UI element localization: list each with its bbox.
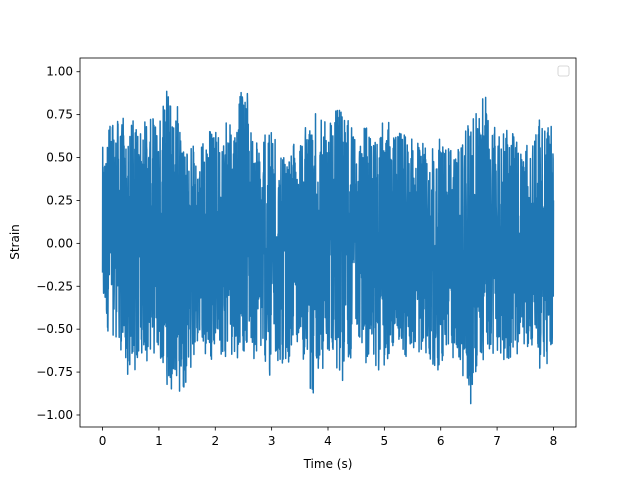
x-tick-label: 0 bbox=[99, 434, 107, 448]
series-layer bbox=[101, 90, 555, 405]
legend-box bbox=[557, 65, 570, 77]
y-tick-label: −0.75 bbox=[36, 365, 73, 379]
y-tick-label: 0.75 bbox=[46, 108, 73, 122]
x-tick-label: 6 bbox=[437, 434, 445, 448]
x-tick-label: 1 bbox=[155, 434, 163, 448]
y-axis-label: Strain bbox=[8, 224, 22, 260]
x-tick-label: 5 bbox=[381, 434, 389, 448]
y-tick-label: −0.25 bbox=[36, 279, 73, 293]
y-axis: −1.00 −0.75 −0.50 −0.25 0.00 0.25 0.50 0.75 1.00 bbox=[36, 65, 80, 422]
x-tick-label: 7 bbox=[493, 434, 501, 448]
x-tick-label: 8 bbox=[550, 434, 558, 448]
x-tick-label: 4 bbox=[324, 434, 332, 448]
y-tick-label: 0.25 bbox=[46, 193, 73, 207]
x-tick-label: 2 bbox=[211, 434, 219, 448]
series-line bbox=[101, 90, 555, 405]
y-tick-label: 0.00 bbox=[46, 236, 73, 250]
y-tick-label: 0.50 bbox=[46, 151, 73, 165]
x-axis: 0 1 2 3 4 5 6 7 8 bbox=[99, 427, 558, 448]
y-tick-label: 1.00 bbox=[46, 65, 73, 79]
x-tick-label: 3 bbox=[268, 434, 276, 448]
y-tick-label: −0.50 bbox=[36, 322, 73, 336]
y-tick-label: −1.00 bbox=[36, 408, 73, 422]
x-axis-label: Time (s) bbox=[303, 457, 353, 471]
